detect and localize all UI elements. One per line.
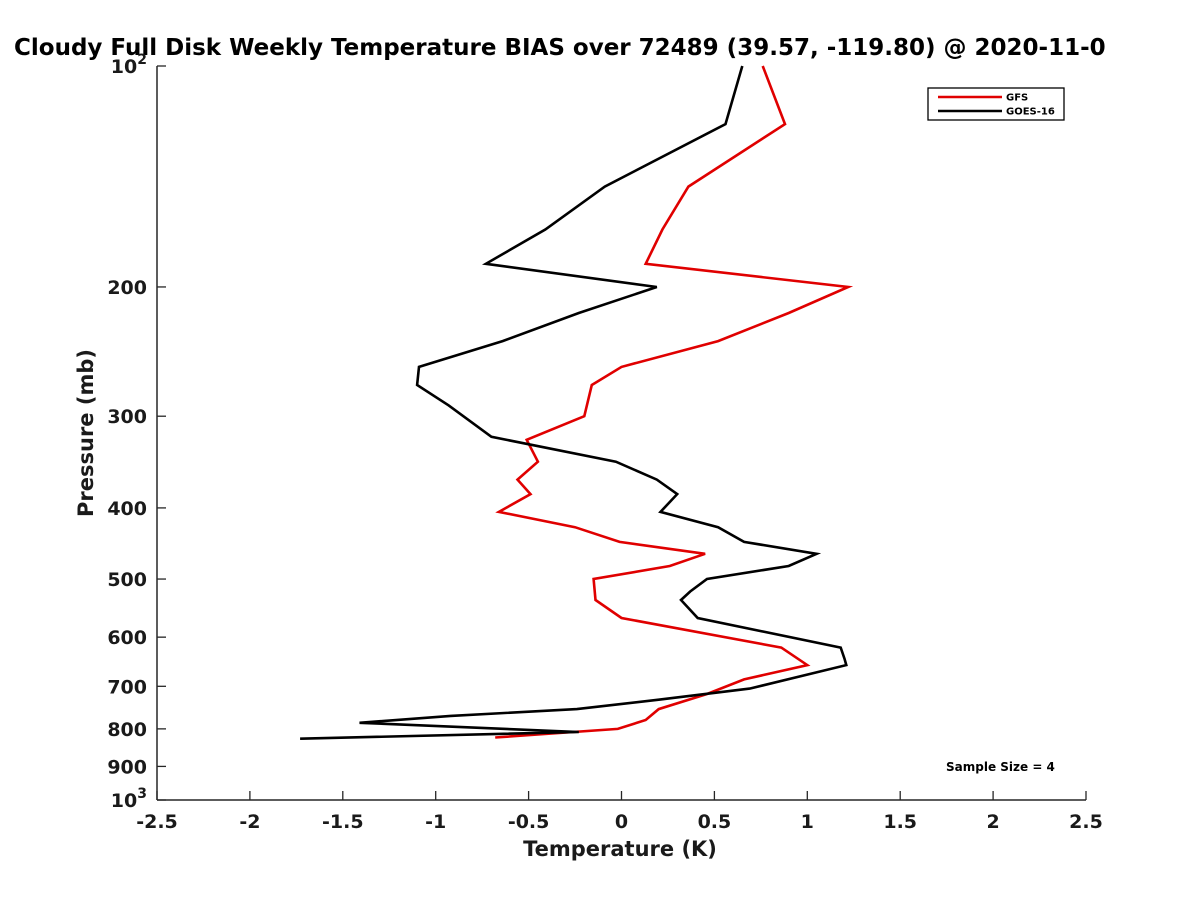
y-tick-label: 102 [111, 52, 147, 78]
chart-title: Cloudy Full Disk Weekly Temperature BIAS… [14, 35, 1106, 61]
series-line-goes16 [300, 65, 848, 740]
x-tick-label: 2 [986, 811, 999, 833]
x-tick-label: -2 [239, 811, 260, 833]
legend-box [927, 87, 1065, 121]
x-tick-label: -2.5 [136, 811, 178, 833]
series-line-gfs [495, 65, 854, 739]
y-axis-ticks: 102 200 300 400 500 600 700 800 900 103 [107, 52, 166, 812]
x-tick-label: -1.5 [322, 811, 364, 833]
x-axis-ticks: -2.5 -2 -1.5 -1 -0.5 0 0.5 1 1.5 2 2.5 [136, 791, 1103, 833]
plot-axes [156, 66, 1086, 801]
sample-size-annotation: Sample Size = 4 [946, 760, 1055, 774]
x-tick-label: 1 [801, 811, 814, 833]
legend-label-gfs: GFS [1006, 93, 1028, 104]
x-tick-label: 0.5 [698, 811, 732, 833]
y-tick-label: 200 [107, 277, 147, 299]
x-axis-label: Temperature (K) [523, 837, 717, 861]
y-tick-label: 600 [107, 627, 147, 649]
y-tick-label: 103 [111, 786, 147, 812]
y-tick-label: 300 [107, 406, 147, 428]
y-tick-label: 800 [107, 719, 147, 741]
y-tick-label: 700 [107, 676, 147, 698]
legend: GFS GOES-16 [927, 87, 1065, 121]
legend-label-goes16: GOES-16 [1006, 107, 1055, 118]
y-tick-label: 500 [107, 569, 147, 591]
y-tick-label: 400 [107, 498, 147, 520]
x-tick-label: -0.5 [508, 811, 550, 833]
data-series [300, 65, 854, 740]
x-tick-label: 2.5 [1069, 811, 1103, 833]
y-tick-label: 900 [107, 756, 147, 778]
x-tick-label: 1.5 [883, 811, 917, 833]
x-tick-label: 0 [615, 811, 628, 833]
y-axis-label: Pressure (mb) [74, 349, 98, 517]
x-tick-label: -1 [425, 811, 446, 833]
